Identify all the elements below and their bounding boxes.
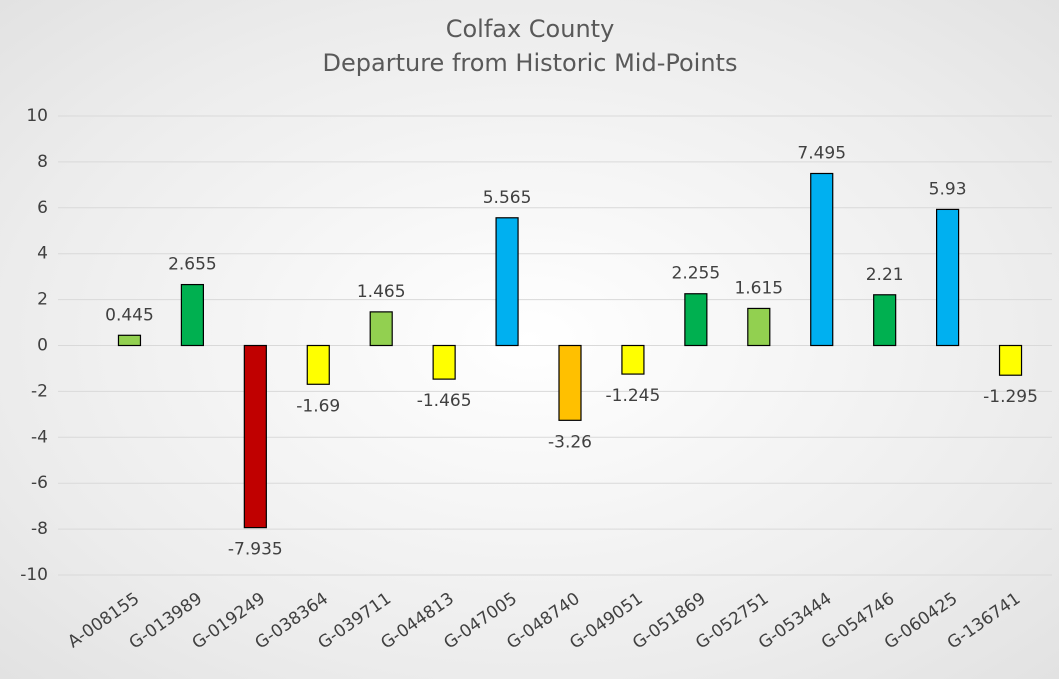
data-label: 2.655 xyxy=(168,255,217,275)
chart-subtitle: Departure from Historic Mid-Points xyxy=(323,49,738,77)
y-tick-label: -8 xyxy=(31,519,48,539)
bar xyxy=(180,283,204,347)
y-tick-label: 2 xyxy=(37,290,48,310)
data-label: 2.21 xyxy=(866,265,904,285)
bar xyxy=(243,344,267,529)
data-label: -1.69 xyxy=(296,396,340,416)
bar xyxy=(621,344,645,375)
bar xyxy=(369,311,393,347)
y-tick-label: -10 xyxy=(20,565,48,585)
bar xyxy=(747,307,771,347)
bar xyxy=(873,294,897,347)
chart-title: Colfax County xyxy=(446,15,615,43)
bar xyxy=(117,334,142,347)
y-tick-label: 10 xyxy=(26,106,48,126)
bar xyxy=(810,172,834,347)
data-label: 1.465 xyxy=(357,282,406,302)
data-label: -1.295 xyxy=(983,387,1038,407)
bar xyxy=(495,217,519,347)
data-label: 5.93 xyxy=(929,179,967,199)
bar xyxy=(684,293,708,347)
bar xyxy=(306,344,330,385)
data-label: -1.465 xyxy=(417,391,472,411)
bar xyxy=(432,344,456,380)
y-tick-label: 4 xyxy=(37,244,48,264)
bar xyxy=(558,344,582,421)
data-label: 0.445 xyxy=(105,305,154,325)
data-label: -3.26 xyxy=(548,432,592,452)
y-tick-label: -6 xyxy=(31,473,48,493)
y-tick-label: 8 xyxy=(37,152,48,172)
data-label: 2.255 xyxy=(672,264,721,284)
y-tick-label: 6 xyxy=(37,198,48,218)
data-label: -7.935 xyxy=(228,540,283,560)
bar xyxy=(998,344,1023,376)
data-label: -1.245 xyxy=(606,386,661,406)
data-label: 1.615 xyxy=(734,278,783,298)
y-tick-label: -2 xyxy=(31,381,48,401)
bar xyxy=(935,208,960,347)
y-tick-label: 0 xyxy=(37,336,48,356)
data-label: 5.565 xyxy=(483,188,532,208)
y-tick-label: -4 xyxy=(31,427,48,447)
data-label: 7.495 xyxy=(797,143,846,163)
